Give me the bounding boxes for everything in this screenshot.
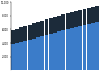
Bar <box>87 24 91 70</box>
Bar <box>36 22 40 37</box>
Bar <box>78 10 82 26</box>
Bar <box>40 21 44 36</box>
Bar <box>83 25 86 70</box>
Bar <box>74 11 78 27</box>
Bar <box>62 30 65 70</box>
Bar <box>11 44 15 70</box>
Bar <box>19 42 23 70</box>
Bar <box>45 20 48 35</box>
Bar <box>91 7 95 23</box>
Bar <box>62 14 65 30</box>
Bar <box>49 34 53 70</box>
Bar <box>95 23 99 70</box>
Bar <box>40 36 44 70</box>
Bar <box>28 25 32 40</box>
Bar <box>57 16 61 31</box>
Bar <box>11 30 15 44</box>
Bar <box>91 23 95 70</box>
Bar <box>57 31 61 70</box>
Bar <box>15 43 19 70</box>
Bar <box>49 18 53 34</box>
Bar <box>70 28 74 70</box>
Bar <box>15 29 19 43</box>
Bar <box>53 17 57 33</box>
Bar <box>87 8 91 24</box>
Bar <box>83 9 86 25</box>
Bar <box>28 40 32 70</box>
Bar <box>66 29 70 70</box>
Bar <box>53 33 57 70</box>
Bar <box>32 39 36 70</box>
Bar <box>95 6 99 23</box>
Bar <box>32 23 36 39</box>
Bar <box>19 27 23 42</box>
Bar <box>66 13 70 29</box>
Bar <box>23 26 27 41</box>
Bar <box>23 41 27 70</box>
Bar <box>70 12 74 28</box>
Bar <box>78 26 82 70</box>
Bar <box>36 37 40 70</box>
Bar <box>45 35 48 70</box>
Bar <box>74 27 78 70</box>
